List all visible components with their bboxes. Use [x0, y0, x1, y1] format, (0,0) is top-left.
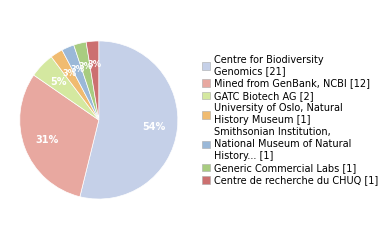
Wedge shape — [80, 41, 178, 199]
Wedge shape — [62, 45, 99, 120]
Text: 54%: 54% — [142, 122, 165, 132]
Text: 3%: 3% — [79, 62, 93, 71]
Wedge shape — [20, 75, 99, 197]
Text: 5%: 5% — [51, 77, 67, 87]
Text: 3%: 3% — [62, 69, 76, 78]
Wedge shape — [51, 50, 99, 120]
Text: 3%: 3% — [87, 60, 101, 69]
Wedge shape — [86, 41, 99, 120]
Wedge shape — [74, 42, 99, 120]
Text: 31%: 31% — [35, 135, 59, 145]
Text: 3%: 3% — [70, 65, 84, 74]
Wedge shape — [34, 57, 99, 120]
Legend: Centre for Biodiversity
Genomics [21], Mined from GenBank, NCBI [12], GATC Biote: Centre for Biodiversity Genomics [21], M… — [203, 54, 378, 186]
